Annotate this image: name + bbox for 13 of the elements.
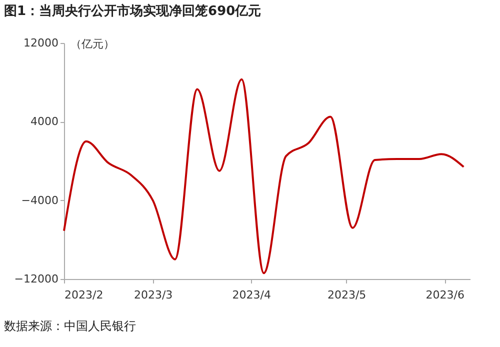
chart-title: 图1：当周央行公开市场实现净回笼690亿元	[4, 3, 262, 19]
x-tick-label: 2023/4	[232, 288, 271, 302]
y-tick-label: −4000	[21, 194, 58, 207]
x-tick-label: 2023/3	[134, 288, 173, 302]
y-tick-label: −12000	[14, 272, 58, 286]
x-tick-label: 2023/6	[426, 288, 464, 302]
line-series	[63, 78, 465, 274]
x-tick-label: 2023/2	[64, 288, 104, 302]
x-tick-label: 2023/5	[327, 288, 366, 302]
y-tick-label: 4000	[30, 115, 58, 128]
y-tick-label: 12000	[24, 36, 58, 50]
source-note: 数据来源：中国人民银行	[4, 319, 136, 333]
y-axis-title: （亿元）	[70, 38, 114, 50]
